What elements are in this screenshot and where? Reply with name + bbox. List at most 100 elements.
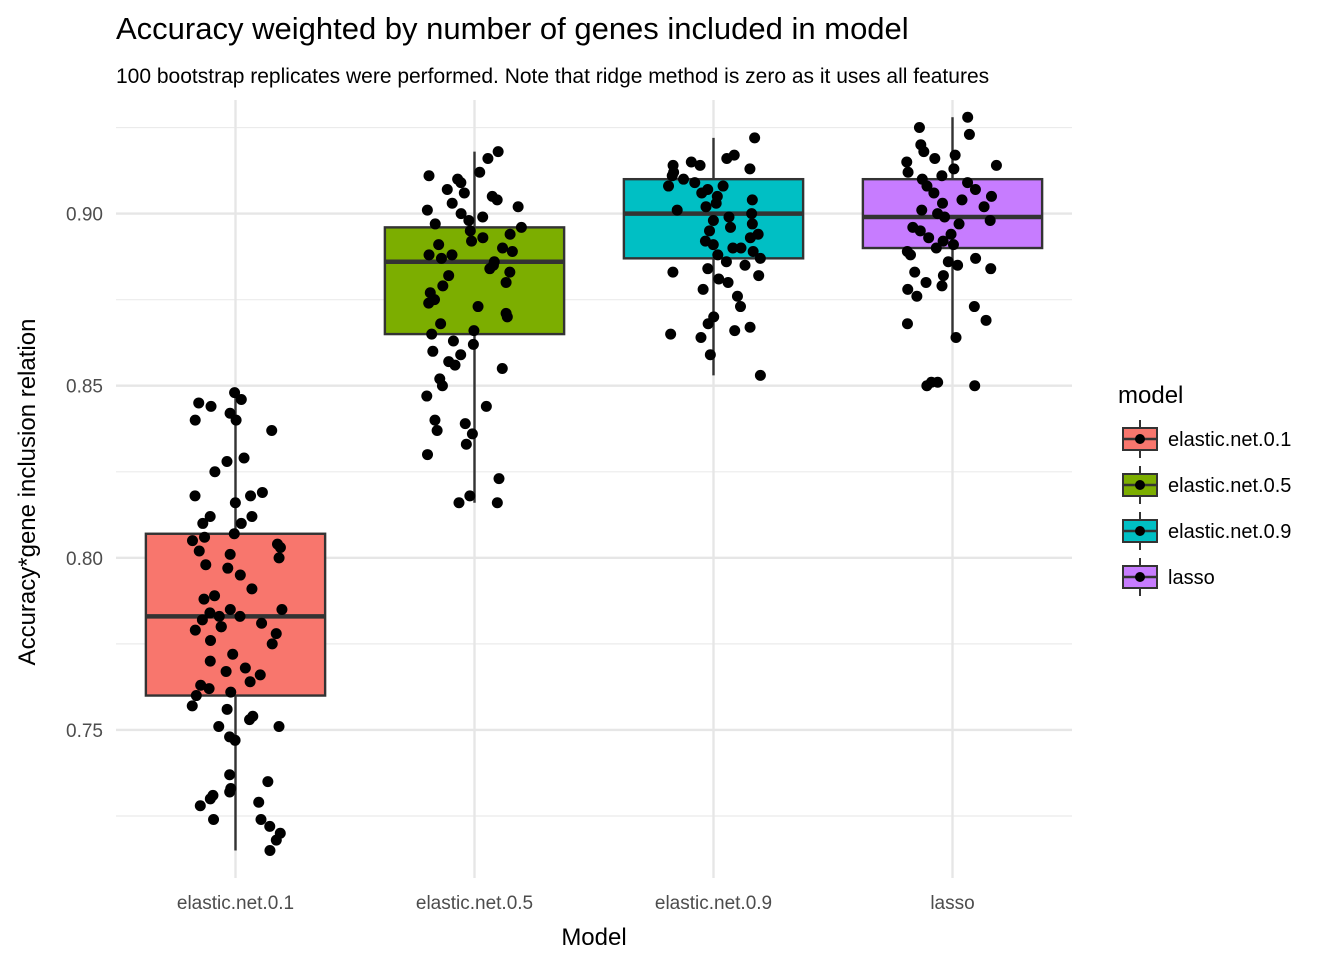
data-point	[746, 218, 758, 230]
data-point	[235, 393, 247, 405]
data-point	[666, 170, 678, 182]
data-point	[491, 497, 503, 509]
data-point	[235, 517, 247, 529]
data-point	[270, 628, 282, 640]
x-axis-title: Model	[561, 924, 626, 951]
legend-label: elastic.net.0.5	[1168, 475, 1291, 497]
data-point	[431, 424, 443, 436]
legend-key-point	[1135, 526, 1145, 536]
data-point	[685, 156, 697, 168]
data-point	[969, 380, 981, 392]
data-point	[968, 301, 980, 313]
data-point	[928, 187, 940, 199]
data-point	[956, 194, 968, 206]
data-point	[193, 545, 205, 557]
data-point	[978, 201, 990, 213]
data-point	[463, 214, 475, 226]
legend-label: elastic.net.0.1	[1168, 429, 1291, 451]
data-point	[464, 225, 476, 237]
jitter-points	[186, 111, 1002, 856]
data-point	[244, 714, 256, 726]
data-point	[264, 820, 276, 832]
y-tick-label: 0.90	[66, 205, 103, 226]
data-point	[747, 245, 759, 257]
data-point	[270, 834, 282, 846]
data-point	[435, 318, 447, 330]
data-point	[482, 153, 494, 165]
data-point	[930, 242, 942, 254]
data-point	[193, 397, 205, 409]
data-point	[234, 610, 246, 622]
data-point	[472, 301, 484, 313]
data-point	[671, 204, 683, 216]
data-point	[477, 232, 489, 244]
data-point	[189, 490, 201, 502]
data-point	[186, 535, 198, 547]
data-point	[204, 607, 216, 619]
data-point	[224, 769, 236, 781]
data-point	[224, 786, 236, 798]
data-point	[229, 734, 241, 746]
data-point	[678, 173, 690, 185]
data-point	[515, 221, 527, 233]
data-point	[215, 621, 227, 633]
data-point	[246, 511, 258, 523]
data-point	[423, 297, 435, 309]
data-point	[704, 225, 716, 237]
data-point	[948, 163, 960, 175]
data-point	[276, 603, 288, 615]
data-point	[244, 676, 256, 688]
data-point	[421, 390, 433, 402]
data-point	[704, 349, 716, 361]
data-point	[256, 617, 268, 629]
data-point	[712, 249, 724, 261]
data-point	[189, 414, 201, 426]
data-point	[427, 345, 439, 357]
data-point	[209, 466, 221, 478]
data-point	[909, 266, 921, 278]
data-point	[985, 263, 997, 275]
data-point	[493, 473, 505, 485]
data-point	[901, 318, 913, 330]
data-point	[713, 273, 725, 285]
data-point	[984, 214, 996, 226]
data-point	[455, 349, 467, 361]
data-point	[435, 252, 447, 264]
data-point	[901, 156, 913, 168]
data-point	[945, 228, 957, 240]
data-point	[221, 455, 233, 467]
data-point	[962, 177, 974, 189]
data-point	[744, 163, 756, 175]
data-point	[255, 813, 267, 825]
data-point	[204, 511, 216, 523]
data-point	[453, 497, 465, 509]
chart-subtitle: 100 bootstrap replicates were performed.…	[116, 65, 989, 88]
data-point	[213, 721, 225, 733]
data-point	[504, 228, 516, 240]
data-point	[937, 197, 949, 209]
data-point	[238, 452, 250, 464]
data-point	[423, 249, 435, 261]
data-point	[229, 497, 241, 509]
data-point	[939, 211, 951, 223]
data-point	[195, 679, 207, 691]
y-tick-label: 0.85	[66, 377, 103, 398]
data-point	[707, 239, 719, 251]
data-point	[990, 159, 1002, 171]
data-point	[697, 283, 709, 295]
data-point	[273, 552, 285, 564]
data-point	[936, 280, 948, 292]
data-point	[729, 325, 741, 337]
data-point	[506, 245, 518, 257]
data-point	[205, 634, 217, 646]
data-point	[229, 387, 241, 399]
data-point	[723, 211, 735, 223]
data-point	[224, 603, 236, 615]
data-point	[754, 369, 766, 381]
data-point	[458, 187, 470, 199]
data-point	[937, 270, 949, 282]
data-point	[667, 266, 679, 278]
data-point	[970, 252, 982, 264]
data-point	[222, 562, 234, 574]
data-point	[429, 218, 441, 230]
